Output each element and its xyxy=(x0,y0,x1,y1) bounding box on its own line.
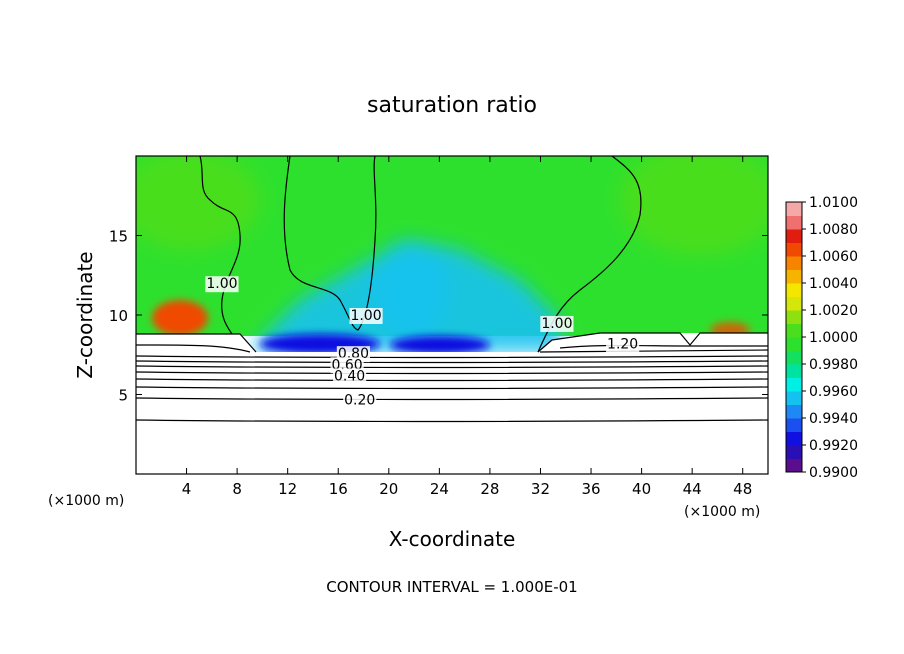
y-tick-label: 10 xyxy=(109,307,128,325)
x-tick-label: 24 xyxy=(430,480,449,498)
x-tick-label: 4 xyxy=(182,480,192,498)
contour-label-background xyxy=(349,308,383,324)
colorbar-band xyxy=(786,404,802,419)
colorbar-label: 1.0020 xyxy=(809,303,858,319)
contour-line-0-70 xyxy=(136,360,768,364)
x-tick-label: 40 xyxy=(632,480,651,498)
contour-line-0-80 xyxy=(136,355,768,359)
contour-line-cloud-edge xyxy=(136,332,768,353)
field-upper-right xyxy=(620,156,768,255)
colorbar-label: 0.9960 xyxy=(809,384,858,400)
contour-line-0-30 xyxy=(136,386,768,390)
field-moist-plume xyxy=(370,240,450,340)
colorbar-band xyxy=(786,377,802,392)
y-tick-label: 15 xyxy=(109,228,128,246)
x-tick-label: 44 xyxy=(683,480,702,498)
colorbar-label: 1.0000 xyxy=(809,330,858,346)
colorbar-label: 0.9980 xyxy=(809,357,858,373)
colorbar-band xyxy=(786,296,802,311)
colorbar-label: 0.9900 xyxy=(809,465,858,481)
contour-label-background xyxy=(606,336,640,353)
y-tick-label: 5 xyxy=(118,387,128,405)
colorbar-label: 0.9940 xyxy=(809,411,858,427)
contour-line-cloud-top xyxy=(136,344,768,353)
field-warm-edge-left xyxy=(152,300,208,336)
contour-labels: 1.001.00 1.001.200.800.600.400.20 xyxy=(205,276,640,409)
colorbar-band xyxy=(786,242,802,257)
colorbar-band xyxy=(786,256,802,270)
colorbar-band xyxy=(786,350,802,365)
colorbar-band xyxy=(786,418,802,432)
x-unit-right: (×1000 m) xyxy=(684,504,760,520)
contour-interval-footer: CONTOUR INTERVAL = 1.000E-01 xyxy=(326,578,577,596)
contour-line-0-60 xyxy=(136,365,768,369)
colorbar-band xyxy=(786,337,802,351)
contour-label-background xyxy=(343,392,377,409)
colorbar-band xyxy=(786,431,802,446)
heatmap-field xyxy=(136,156,768,474)
colorbar-label: 1.0060 xyxy=(809,249,858,265)
contour-label-background xyxy=(333,368,367,385)
x-tick-label: 48 xyxy=(733,480,752,498)
contour-line-0-20 xyxy=(136,397,768,401)
field-cloud-region xyxy=(136,333,768,474)
colorbar-band xyxy=(786,283,802,297)
x-tick-label: 16 xyxy=(329,480,348,498)
x-tick-label: 20 xyxy=(379,480,398,498)
colorbar-band xyxy=(786,310,802,324)
contour-label: 1.00 xyxy=(206,276,237,292)
x-tick-label: 12 xyxy=(278,480,297,498)
colorbar-band xyxy=(786,458,802,473)
colorbar-band xyxy=(786,445,802,459)
colorbar-label: 1.0040 xyxy=(809,276,858,292)
field-upper-left xyxy=(136,156,260,250)
contour-label-background xyxy=(540,315,574,332)
contour-line-0-50 xyxy=(136,371,768,375)
colorbar-band xyxy=(786,202,802,216)
contour-line-0-10 xyxy=(136,419,768,423)
x-tick-label: 36 xyxy=(581,480,600,498)
contour-label: 1.00 xyxy=(350,308,381,324)
colorbar-band xyxy=(786,215,802,230)
colorbar-band xyxy=(786,323,802,338)
colorbar: 1.0100 1.0080 1.0060 1.0040 1.0020 1.0000 0.99… xyxy=(785,195,858,481)
x-tick-label: 32 xyxy=(531,480,550,498)
x-tick-label: 8 xyxy=(232,480,242,498)
contour-label: 1.20 xyxy=(607,337,638,353)
x-axis-label: X-coordinate xyxy=(389,527,516,551)
contour-label: 0.20 xyxy=(344,392,375,408)
x-unit-left: (×1000 m) xyxy=(48,493,124,509)
colorbar-label: 1.0080 xyxy=(809,222,858,238)
colorbar-band xyxy=(786,229,802,243)
contour-lines xyxy=(136,156,768,423)
x-axis: 4 8 12 16 20 24 28 32 36 40 44 48 xyxy=(182,156,752,498)
contour-line-left-1-00 xyxy=(199,156,241,335)
contour-line-0-40 xyxy=(136,378,768,382)
colorbar-band xyxy=(786,364,802,378)
contour-label-background xyxy=(205,276,239,293)
colorbar-band xyxy=(786,391,802,405)
colorbar-label: 1.0100 xyxy=(809,195,858,211)
field-dry-core-right xyxy=(390,336,490,354)
contour-label: 1.00 xyxy=(541,316,572,332)
y-axis-label: Z-coordinate xyxy=(73,251,97,378)
contour-label: 0.40 xyxy=(334,368,365,384)
colorbar-band xyxy=(786,269,802,284)
colorbar-label: 0.9920 xyxy=(809,438,858,454)
y-axis: 5 10 15 xyxy=(109,228,768,405)
x-tick-label: 28 xyxy=(480,480,499,498)
chart-title: saturation ratio xyxy=(367,93,537,118)
contour-line-right-1-00 xyxy=(537,156,642,353)
